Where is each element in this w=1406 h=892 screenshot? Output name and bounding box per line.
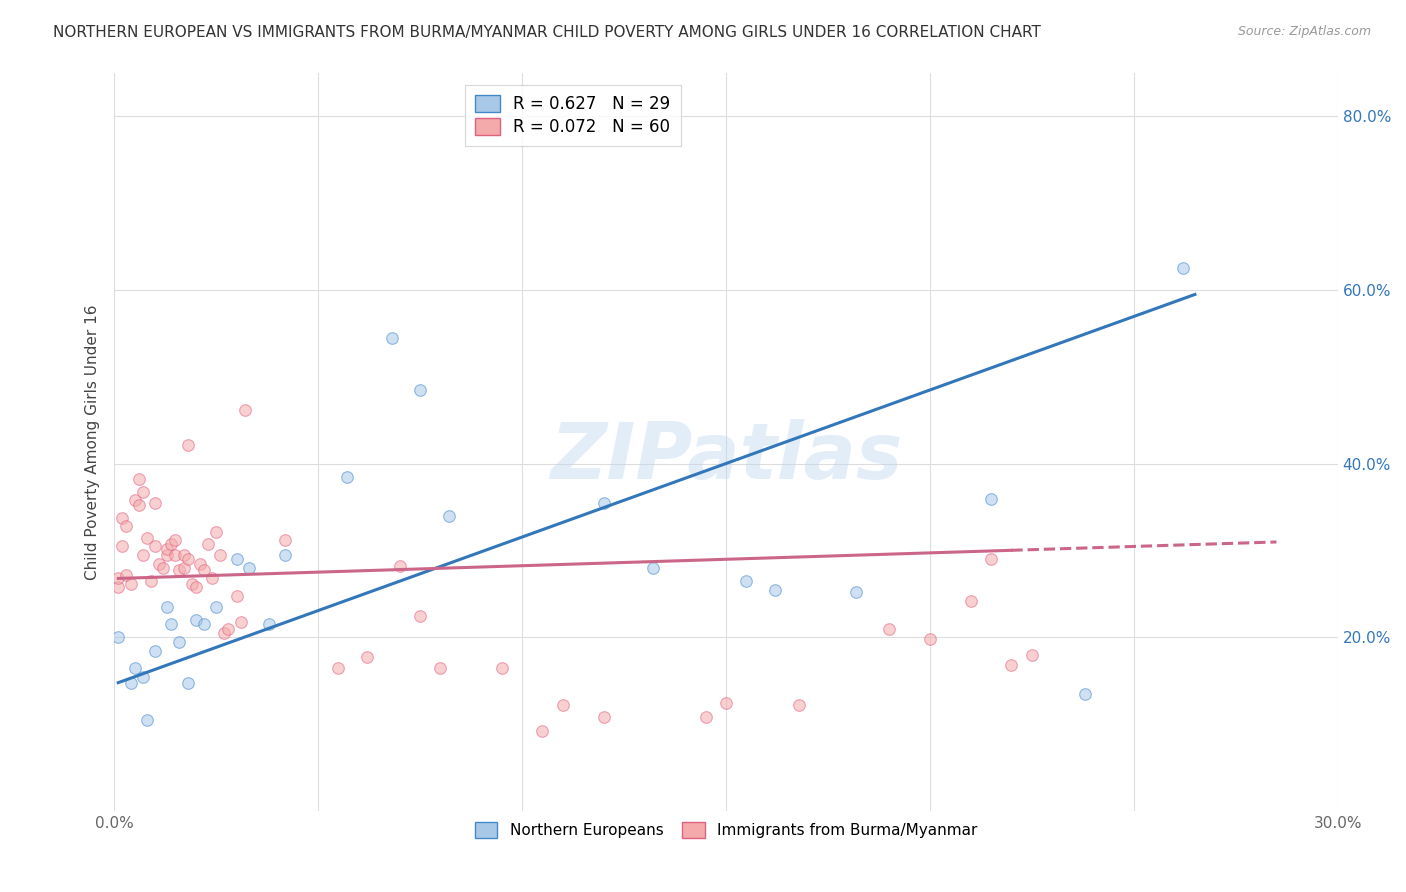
Point — [115, 519, 138, 533]
Point — [491, 661, 513, 675]
Point — [217, 622, 239, 636]
Point — [120, 576, 142, 591]
Legend: Northern Europeans, Immigrants from Burma/Myanmar: Northern Europeans, Immigrants from Burm… — [468, 816, 983, 844]
Point — [160, 537, 183, 551]
Point — [592, 710, 614, 724]
Point — [209, 548, 232, 562]
Point — [233, 403, 256, 417]
Point — [193, 617, 215, 632]
Point — [111, 539, 134, 553]
Text: NORTHERN EUROPEAN VS IMMIGRANTS FROM BURMA/MYANMAR CHILD POVERTY AMONG GIRLS UND: NORTHERN EUROPEAN VS IMMIGRANTS FROM BUR… — [53, 25, 1042, 40]
Point — [257, 617, 280, 632]
Point — [169, 635, 191, 649]
Point — [111, 510, 134, 524]
Point — [107, 571, 129, 585]
Point — [429, 661, 451, 675]
Point — [188, 557, 211, 571]
Point — [165, 533, 187, 548]
Point — [205, 600, 228, 615]
Point — [115, 568, 138, 582]
Point — [201, 571, 224, 585]
Point — [120, 675, 142, 690]
Point — [169, 563, 191, 577]
Point — [107, 580, 129, 594]
Point — [763, 582, 786, 597]
Point — [356, 649, 378, 664]
Point — [409, 608, 432, 623]
Point — [980, 552, 1002, 566]
Point — [274, 548, 297, 562]
Point — [180, 576, 202, 591]
Point — [959, 594, 981, 608]
Point — [176, 438, 198, 452]
Point — [128, 472, 150, 486]
Point — [156, 548, 179, 562]
Point — [274, 533, 297, 548]
Point — [176, 675, 198, 690]
Point — [156, 541, 179, 556]
Point — [409, 383, 432, 397]
Point — [143, 496, 166, 510]
Point — [735, 574, 758, 588]
Text: Source: ZipAtlas.com: Source: ZipAtlas.com — [1237, 25, 1371, 38]
Point — [160, 617, 183, 632]
Point — [173, 561, 195, 575]
Point — [107, 631, 129, 645]
Point — [1074, 687, 1097, 701]
Point — [124, 661, 146, 675]
Point — [132, 548, 155, 562]
Point — [229, 615, 252, 629]
Point — [135, 531, 157, 545]
Point — [388, 559, 411, 574]
Point — [214, 626, 236, 640]
Point — [980, 491, 1002, 506]
Point — [225, 552, 247, 566]
Point — [877, 622, 900, 636]
Point — [143, 539, 166, 553]
Point — [128, 499, 150, 513]
Point — [193, 563, 215, 577]
Point — [714, 696, 737, 710]
Point — [124, 493, 146, 508]
Y-axis label: Child Poverty Among Girls Under 16: Child Poverty Among Girls Under 16 — [86, 304, 100, 580]
Point — [695, 710, 717, 724]
Point — [176, 552, 198, 566]
Text: ZIPatlas: ZIPatlas — [550, 419, 903, 495]
Point — [592, 496, 614, 510]
Point — [641, 561, 664, 575]
Point — [184, 613, 207, 627]
Point — [139, 574, 162, 588]
Point — [225, 589, 247, 603]
Point — [197, 537, 219, 551]
Point — [918, 632, 941, 647]
Point — [328, 661, 350, 675]
Point — [1171, 261, 1194, 276]
Point — [148, 557, 170, 571]
Point — [1000, 658, 1022, 673]
Point — [789, 698, 811, 713]
Point — [156, 600, 179, 615]
Point — [845, 585, 868, 599]
Point — [531, 724, 554, 739]
Point — [152, 561, 174, 575]
Point — [437, 508, 460, 523]
Point — [1021, 648, 1043, 662]
Point — [143, 643, 166, 657]
Point — [173, 548, 195, 562]
Point — [336, 470, 359, 484]
Point — [205, 524, 228, 539]
Point — [165, 548, 187, 562]
Point — [380, 331, 402, 345]
Point — [238, 561, 260, 575]
Point — [135, 713, 157, 727]
Point — [132, 484, 155, 499]
Point — [184, 580, 207, 594]
Point — [132, 669, 155, 683]
Point — [551, 698, 574, 713]
